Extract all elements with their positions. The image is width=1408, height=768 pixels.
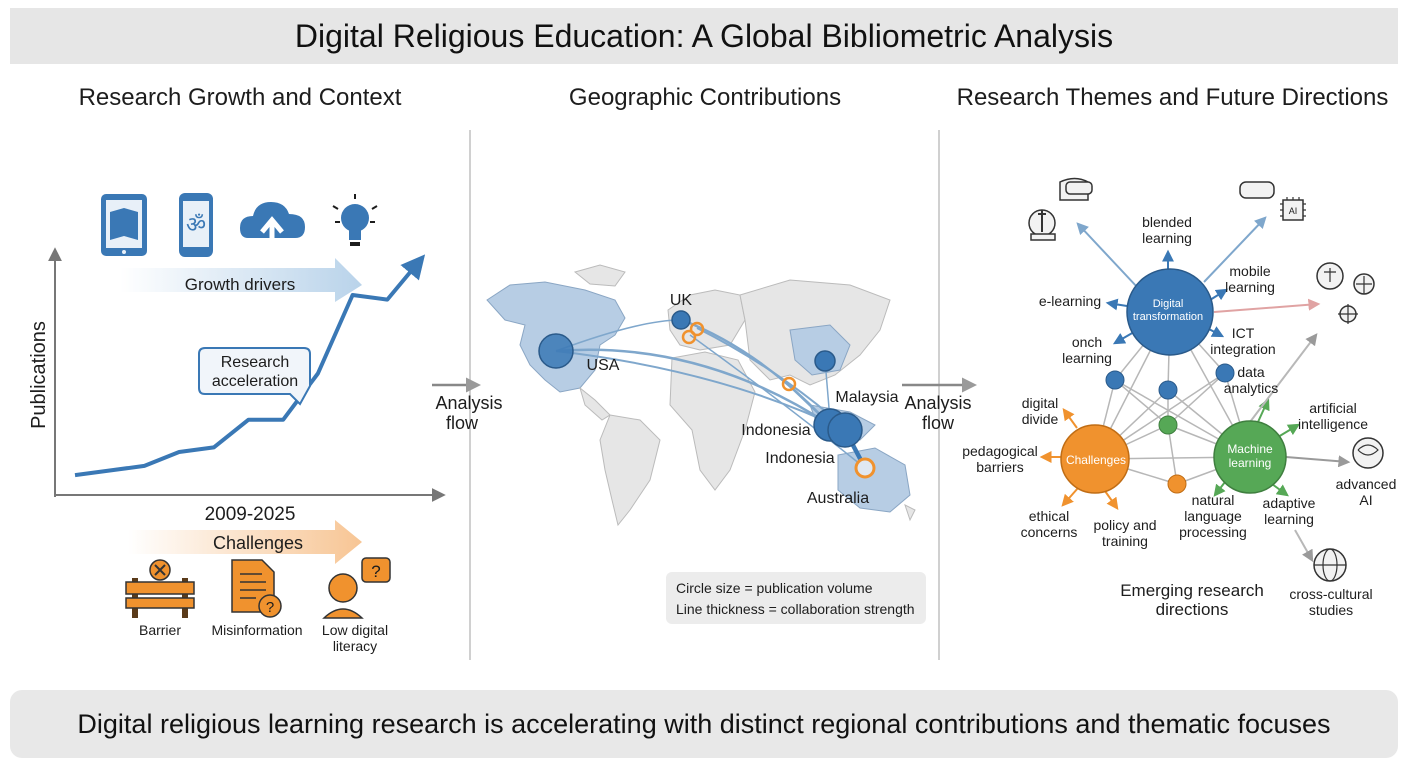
svg-text:adaptive: adaptive [1263,495,1316,511]
page-title: Digital Religious Education: A Global Bi… [10,8,1398,64]
section-heading-themes: Research Themes and Future Directions [956,84,1389,111]
svg-text:learning: learning [1062,350,1112,366]
svg-text:transformation: transformation [1133,311,1203,323]
svg-text:language: language [1184,508,1242,524]
confused-person-icon: ? [322,557,391,619]
hub-machine-learning [1213,420,1287,494]
svg-text:Analysis: Analysis [435,393,502,413]
footer-summary: Digital religious learning research is a… [10,690,1398,758]
svg-text:AI: AI [1359,492,1372,508]
svg-text:Line thickness = collaboration: Line thickness = collaboration strength [676,601,915,617]
svg-text:Indonesia: Indonesia [741,422,810,439]
svg-text:advanced: advanced [1336,476,1397,492]
country-labels: UK USA Malaysia Indonesia Indonesia Aust… [587,292,899,507]
svg-text:learning: learning [1264,511,1314,527]
challenges-arrow [128,520,362,564]
document-question-icon: ? [231,559,282,618]
globe-icon [1313,548,1347,582]
callout-text: acceleration [212,373,298,390]
theme-labels: blended learning mobile learning e-learn… [962,214,1396,619]
tablet-book-icon [101,194,147,256]
svg-text:natural: natural [1192,492,1235,508]
y-axis-label: Publications [28,321,50,429]
svg-text:Emerging research: Emerging research [1120,581,1264,600]
svg-text:pedagogical: pedagogical [962,443,1038,459]
svg-text:studies: studies [1309,602,1353,618]
svg-text:intelligence: intelligence [1298,416,1368,432]
svg-text:Indonesia: Indonesia [765,450,834,467]
svg-text:data: data [1237,364,1264,380]
phone-om-icon: ॐ [179,193,213,257]
svg-text:AI: AI [1289,206,1298,216]
svg-text:USA: USA [587,357,620,374]
svg-text:ethical: ethical [1029,508,1069,524]
svg-text:artificial: artificial [1309,400,1356,416]
growth-drivers-label: Growth drivers [185,275,296,294]
svg-text:Challenges: Challenges [1066,453,1126,467]
hub-digital-transformation [1126,268,1214,356]
svg-text:learning: learning [1225,279,1275,295]
svg-text:Analysis: Analysis [904,393,971,413]
svg-text:ICT: ICT [1232,325,1255,341]
svg-text:divide: divide [1022,411,1059,427]
svg-text:Circle size = publication volu: Circle size = publication volume [676,580,873,596]
svg-text:directions: directions [1156,600,1229,619]
research-acceleration-callout [198,347,311,406]
challenge-label-low-literacy: Low digital [322,622,388,638]
svg-text:ॐ: ॐ [186,212,206,237]
challenge-label-barrier: Barrier [139,622,181,638]
svg-text:digital: digital [1022,395,1059,411]
svg-text:UK: UK [670,292,693,309]
column-divider [938,130,940,660]
ai-brain-scale-icon [1316,262,1375,324]
challenge-label-low-literacy: literacy [333,638,377,654]
svg-text:Australia: Australia [807,490,869,507]
svg-text:processing: processing [1179,524,1247,540]
svg-text:Machine: Machine [1227,442,1273,456]
svg-text:integration: integration [1210,341,1275,357]
svg-text:e-learning: e-learning [1039,293,1101,309]
svg-text:barriers: barriers [976,459,1023,475]
section-heading-growth: Research Growth and Context [78,84,402,111]
hub-labels: Digital transformation Challenges Machin… [1066,298,1273,470]
svg-text:cross-cultural: cross-cultural [1289,586,1372,602]
column-divider [469,130,471,660]
country-bubbles [538,310,876,479]
svg-text:blended: blended [1142,214,1192,230]
themes-network [1039,216,1351,563]
publication-trend-line [74,254,426,478]
svg-text:learning: learning [1142,230,1192,246]
growth-drivers-arrow [120,258,362,302]
svg-text:onch: onch [1072,334,1102,350]
svg-text:learning: learning [1229,456,1272,470]
svg-text:flow: flow [922,413,955,433]
vr-headset-ai-chip-icon: AI [1239,181,1306,221]
svg-text:analytics: analytics [1224,380,1278,396]
hub-challenges [1060,424,1130,494]
svg-text:?: ? [371,562,380,581]
vr-headset-person-icon [1028,177,1093,241]
svg-text:concerns: concerns [1021,524,1078,540]
cloud-upload-icon [240,202,305,250]
svg-text:Digital: Digital [1153,298,1184,310]
map-legend: Circle size = publication volume Line th… [666,572,926,624]
challenges-label: Challenges [213,533,303,553]
svg-text:Malaysia: Malaysia [835,389,898,406]
callout-text: Research [221,354,289,371]
section-heading-geographic: Geographic Contributions [568,84,842,111]
svg-text:policy and: policy and [1093,517,1156,533]
lightbulb-icon [332,194,378,246]
analysis-flow-2: Analysis flow [902,377,977,433]
barrier-icon [125,559,195,618]
challenge-label-misinformation: Misinformation [211,622,302,638]
svg-text:flow: flow [446,413,479,433]
svg-text:?: ? [266,599,274,616]
svg-text:training: training [1102,533,1148,549]
x-axis-label: 2009-2025 [205,504,296,525]
svg-text:mobile: mobile [1229,263,1270,279]
analysis-flow-1: Analysis flow [432,377,503,433]
brain-head-icon [1352,437,1384,469]
growth-panel: ॐ Growth drivers Publications 2009-2025 … [28,193,446,654]
